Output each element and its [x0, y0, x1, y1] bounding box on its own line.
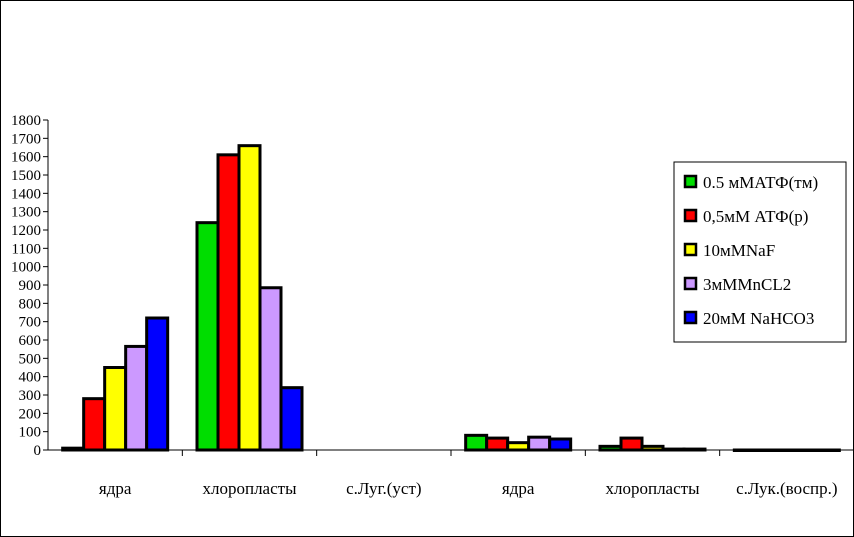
y-tick-label: 1800: [11, 113, 41, 129]
y-tick-label: 1400: [11, 186, 41, 202]
bar: [816, 448, 841, 452]
bar: [753, 448, 778, 452]
y-tick-label: 1700: [11, 131, 41, 147]
legend-label: 3мММnCL2: [703, 275, 791, 294]
bar: [145, 316, 170, 452]
bar: [548, 437, 573, 452]
bar: [61, 446, 86, 452]
y-tick-label: 600: [19, 333, 42, 349]
bar: [682, 447, 707, 452]
bar: [82, 397, 107, 452]
y-tick-label: 800: [19, 296, 42, 312]
x-category-label: ядра: [99, 479, 132, 498]
y-tick-label: 1200: [11, 223, 41, 239]
x-category-label: хлоропласты: [202, 479, 297, 498]
bar: [506, 441, 531, 452]
y-tick-label: 500: [19, 351, 42, 367]
bar: [279, 386, 304, 452]
y-tick-label: 900: [19, 278, 42, 294]
axes: [43, 119, 854, 456]
legend-swatch: [683, 174, 698, 189]
y-tick-label: 0: [34, 443, 42, 459]
x-category-label: ядра: [502, 479, 535, 498]
y-tick-label: 1300: [11, 205, 41, 221]
bar: [661, 447, 686, 452]
legend: 0.5 мМАТФ(тм) 0,5мМ АТФ(р) 10мМNaF 3мММnCL2…: [673, 161, 847, 343]
x-category-label: хлоропласты: [605, 479, 700, 498]
bar: [216, 153, 241, 452]
y-tick-label: 200: [19, 406, 42, 422]
y-tick-label: 1100: [12, 241, 41, 257]
y-tick-label: 400: [19, 370, 42, 386]
bar: [124, 344, 149, 452]
x-category-label: с.Луг.(уст): [346, 479, 422, 498]
y-tick-label: 1500: [11, 168, 41, 184]
bar: [774, 448, 799, 452]
legend-swatch: [683, 276, 698, 291]
legend-label: 0.5 мМАТФ(тм): [703, 173, 818, 192]
bar: [732, 448, 757, 452]
bar: [195, 221, 220, 452]
bar: [527, 435, 552, 452]
bar: [103, 366, 128, 452]
bar: [795, 448, 820, 452]
legend-label: 10мМNaF: [703, 241, 775, 260]
y-tick-label: 300: [19, 388, 42, 404]
bar: [598, 444, 623, 452]
legend-swatch: [683, 310, 698, 325]
y-tick-label: 100: [19, 425, 42, 441]
x-category-labels: ядра хлоропласты с.Луг.(уст) ядра хлоропласт…: [99, 479, 838, 498]
bars: [61, 144, 841, 452]
bar: [640, 444, 665, 452]
legend-label: 0,5мМ АТФ(р): [703, 207, 808, 226]
y-tick-label: 700: [19, 315, 42, 331]
y-tick-label: 1000: [11, 260, 41, 276]
legend-box: [673, 161, 847, 343]
legend-label: 20мМ NaHCO3: [703, 309, 814, 328]
bar: [464, 433, 489, 452]
legend-swatch: [683, 208, 698, 223]
x-category-label: с.Лук.(воспр.): [736, 479, 837, 498]
bar: [619, 436, 644, 452]
bar: [237, 144, 262, 452]
bar: [258, 286, 283, 452]
legend-swatch: [683, 242, 698, 257]
bar: [485, 436, 510, 452]
y-tick-labels: 0 100 200 300 400 500 600 700 800 900 1000 1100 1200…: [11, 113, 41, 459]
y-tick-label: 1600: [11, 150, 41, 166]
